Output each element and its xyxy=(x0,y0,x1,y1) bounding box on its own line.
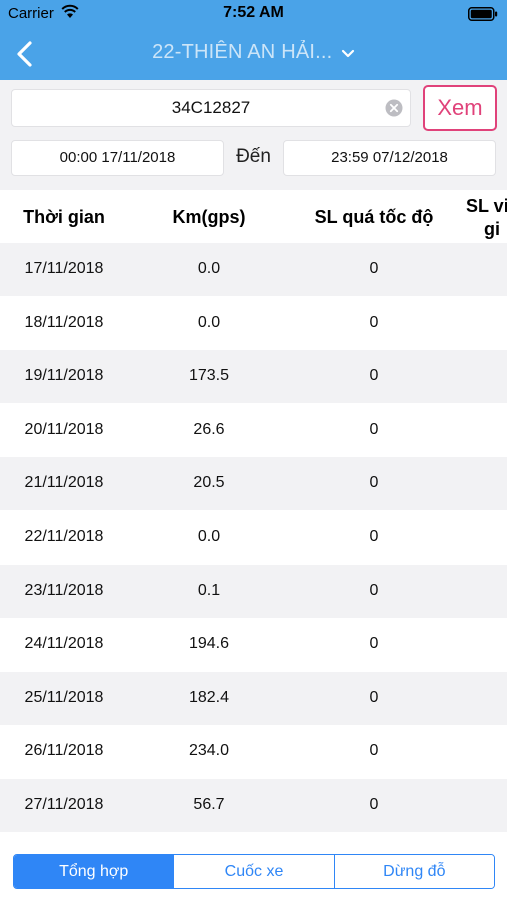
header-extra: SL vi gi xyxy=(466,195,507,241)
cell-date: 17/11/2018 xyxy=(24,260,104,277)
cell-km: 20.5 xyxy=(193,474,225,492)
cell-overspeed: 0 xyxy=(369,688,379,706)
report-tabs: Tổng hợp Cuốc xe Dừng đỗ xyxy=(13,854,495,889)
cell-overspeed: 0 xyxy=(369,420,379,438)
table-row: 27/11/2018 56.7 0 xyxy=(0,779,507,832)
nav-title: 22-THIÊN AN HẢI... xyxy=(152,41,333,63)
table-row: 23/11/2018 0.1 0 xyxy=(0,564,507,618)
table-header: Thời gian Km(gps) SL quá tốc độ SL vi gi xyxy=(0,190,507,243)
cell-date: 18/11/2018 xyxy=(24,313,104,331)
header-overspeed: SL quá tốc độ xyxy=(314,207,434,227)
cell-km: 56.7 xyxy=(193,796,225,813)
tab-trips[interactable]: Cuốc xe xyxy=(173,855,334,888)
cell-date: 19/11/2018 xyxy=(24,367,104,385)
cell-date: 23/11/2018 xyxy=(24,581,104,599)
to-label: Đến xyxy=(236,146,271,167)
wifi-icon xyxy=(61,4,79,18)
cell-km: 0.0 xyxy=(197,313,221,331)
table-row: 26/11/2018 234.0 0 xyxy=(0,725,507,778)
table-row: 19/11/2018 173.5 0 xyxy=(0,350,507,404)
battery-icon xyxy=(468,7,498,21)
table-row: 24/11/2018 194.6 0 xyxy=(0,618,507,671)
cell-km: 26.6 xyxy=(193,420,225,438)
back-button[interactable] xyxy=(12,38,40,70)
header-extra-line2: gi xyxy=(484,219,500,239)
cell-date: 27/11/2018 xyxy=(24,796,104,813)
plate-input[interactable] xyxy=(11,89,411,127)
cell-date: 22/11/2018 xyxy=(24,528,104,545)
report-table[interactable]: Thời gian Km(gps) SL quá tốc độ SL vi gi … xyxy=(0,190,507,835)
table-row: 18/11/2018 0.0 0 xyxy=(0,297,507,350)
tab-summary[interactable]: Tổng hợp xyxy=(14,855,174,888)
cell-overspeed: 0 xyxy=(369,367,379,385)
table-row: 25/11/2018 182.4 0 xyxy=(0,671,507,725)
view-button[interactable]: Xem xyxy=(423,85,497,131)
cell-date: 26/11/2018 xyxy=(24,742,104,760)
cell-overspeed: 0 xyxy=(369,260,379,277)
cell-km: 194.6 xyxy=(188,635,230,653)
cell-overspeed: 0 xyxy=(369,635,379,653)
carrier-label: Carrier xyxy=(8,5,54,22)
clear-icon[interactable] xyxy=(385,99,403,117)
status-bar: Carrier 7:52 AM xyxy=(0,0,507,28)
date-to-field[interactable]: 23:59 07/12/2018 xyxy=(283,140,496,176)
filter-form: Xem 00:00 17/11/2018 Đến 23:59 07/12/201… xyxy=(0,80,507,190)
cell-date: 21/11/2018 xyxy=(24,474,104,492)
header-km: Km(gps) xyxy=(172,207,246,227)
navigation-bar: 22-THIÊN AN HẢI... xyxy=(0,28,507,80)
cell-date: 20/11/2018 xyxy=(24,420,104,438)
status-time: 7:52 AM xyxy=(223,4,284,21)
table-row: 20/11/2018 26.6 0 xyxy=(0,404,507,457)
cell-km: 0.0 xyxy=(197,260,221,277)
tab-stops[interactable]: Dừng đỗ xyxy=(333,855,494,888)
table-row: 22/11/2018 0.0 0 xyxy=(0,511,507,564)
cell-km: 173.5 xyxy=(188,367,230,385)
header-time: Thời gian xyxy=(23,207,105,227)
cell-km: 234.0 xyxy=(188,742,230,760)
cell-overspeed: 0 xyxy=(369,313,379,331)
cell-km: 182.4 xyxy=(188,688,230,706)
cell-overspeed: 0 xyxy=(369,581,379,599)
vehicle-selector[interactable]: 22-THIÊN AN HẢI... xyxy=(0,41,507,64)
cell-overspeed: 0 xyxy=(369,474,379,492)
cell-overspeed: 0 xyxy=(369,528,379,545)
cell-km: 0.0 xyxy=(197,528,221,545)
table-row: 21/11/2018 20.5 0 xyxy=(0,457,507,511)
cell-date: 24/11/2018 xyxy=(24,635,104,653)
cell-overspeed: 0 xyxy=(369,796,379,813)
table-row: 17/11/2018 0.0 0 xyxy=(0,243,507,296)
chevron-down-icon xyxy=(341,49,354,57)
cell-date: 25/11/2018 xyxy=(24,688,104,706)
cell-overspeed: 0 xyxy=(369,742,379,760)
header-extra-line1: SL vi xyxy=(466,196,507,216)
cell-km: 0.1 xyxy=(197,581,221,599)
date-from-field[interactable]: 00:00 17/11/2018 xyxy=(11,140,224,176)
